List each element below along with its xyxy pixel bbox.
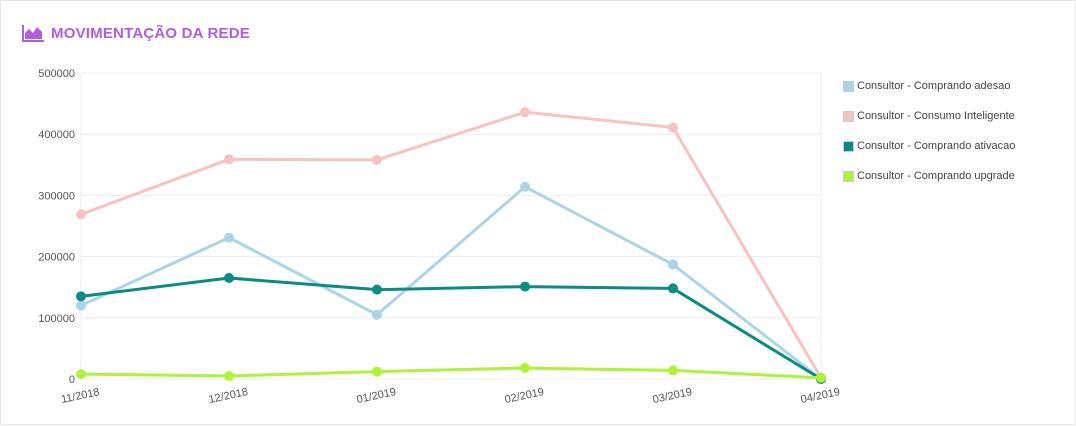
x-tick-label: 12/2018 [208, 386, 249, 406]
data-point [520, 362, 530, 373]
legend-label: Consultor - Comprando adesao [857, 80, 1011, 92]
data-point [520, 107, 530, 118]
data-point [224, 273, 234, 284]
y-tick-label: 300000 [38, 190, 75, 202]
series-line [80, 185, 822, 381]
area-chart-icon [21, 23, 45, 43]
data-point [372, 284, 382, 295]
data-point [520, 181, 530, 192]
data-point [372, 366, 382, 377]
data-point [668, 259, 678, 270]
card-header: MOVIMENTAÇÃO DA REDE [21, 23, 250, 43]
legend-label: Consultor - Comprando upgrade [857, 170, 1015, 182]
data-point [372, 154, 382, 165]
y-tick-label: 200000 [38, 252, 75, 264]
chart-legend: Consultor - Comprando adesao Consultor - … [843, 71, 1015, 191]
legend-swatch [843, 110, 854, 122]
x-tick-label: 03/2019 [652, 386, 693, 406]
data-point [520, 281, 530, 292]
data-point [224, 154, 234, 165]
x-tick-label: 04/2019 [800, 386, 841, 406]
series-line [80, 276, 822, 381]
series-line [80, 366, 822, 380]
y-tick-label: 400000 [38, 129, 75, 141]
legend-item[interactable]: Consultor - Comprando ativacao [843, 131, 1015, 161]
y-tick-label: 100000 [38, 313, 75, 325]
data-point [76, 369, 86, 380]
data-point [224, 232, 234, 243]
legend-label: Consultor - Consumo Inteligente [857, 110, 1015, 122]
data-point [76, 300, 86, 311]
data-point [224, 370, 234, 381]
legend-swatch [843, 140, 854, 152]
data-point [668, 122, 678, 133]
y-tick-label: 500000 [38, 68, 75, 80]
x-tick-label: 11/2018 [60, 386, 101, 406]
legend-item[interactable]: Consultor - Comprando upgrade [843, 161, 1015, 191]
x-tick-label: 01/2019 [356, 386, 397, 406]
data-point [668, 365, 678, 376]
data-point [372, 309, 382, 320]
legend-label: Consultor - Comprando ativacao [857, 140, 1016, 152]
x-tick-label: 02/2019 [504, 386, 545, 406]
chart-title: MOVIMENTAÇÃO DA REDE [51, 24, 250, 42]
legend-item[interactable]: Consultor - Consumo Inteligente [843, 101, 1015, 131]
series-line [80, 110, 823, 379]
legend-swatch [843, 80, 854, 92]
data-point [816, 372, 826, 383]
data-point [76, 209, 86, 220]
legend-item[interactable]: Consultor - Comprando adesao [843, 71, 1015, 101]
legend-swatch [843, 170, 854, 182]
data-point [76, 291, 86, 302]
y-tick-label: 0 [69, 374, 75, 386]
data-point [668, 283, 678, 294]
